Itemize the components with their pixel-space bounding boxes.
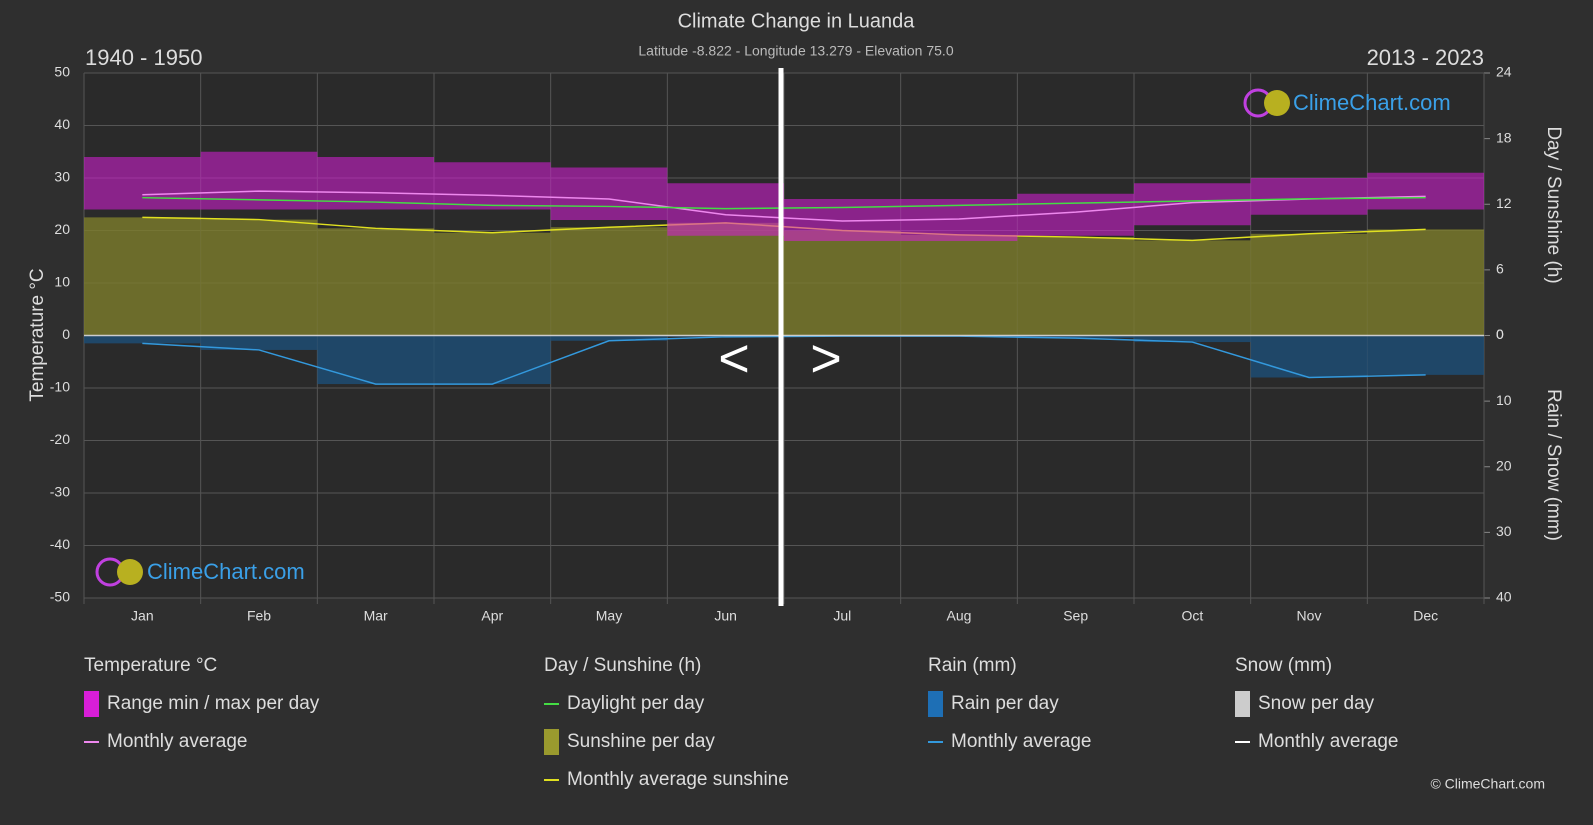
x-tick-label: Apr [481,608,503,624]
y3-tick-label: 30 [1496,523,1512,539]
temp-range [1250,178,1368,215]
period-right: 2013 - 2023 [1367,45,1484,70]
month-bar [200,335,318,350]
month-bar [317,335,434,385]
y-tick-label: 20 [54,221,70,237]
month-bar [434,232,551,336]
y-tick-label: -40 [50,536,70,552]
y3-tick-label: 10 [1496,392,1512,408]
legend-swatch [1235,691,1250,717]
temp-range [550,167,668,220]
y-tick-label: 10 [54,274,70,290]
month-bar [667,222,784,336]
x-tick-label: Jul [833,608,851,624]
temp-range [1367,172,1484,210]
x-tick-label: Nov [1297,608,1322,624]
y2-tick-label: 24 [1496,64,1512,80]
legend-label: Monthly average sunshine [567,769,789,790]
period-left: 1940 - 1950 [85,45,202,70]
x-tick-label: Oct [1181,608,1203,624]
copyright: © ClimeChart.com [1430,776,1545,792]
month-bar [550,335,668,341]
y2-tick-label: 6 [1496,261,1504,277]
y2-tick-label: 12 [1496,195,1512,211]
legend-swatch [928,691,943,717]
logo-bottom [95,557,143,587]
y-tick-label: -20 [50,431,70,447]
legend-label: Daylight per day [567,693,705,714]
y3-tick-label: 40 [1496,589,1512,605]
average-line [142,190,1426,222]
y-axis-label: Temperature °C [27,268,48,401]
legend-swatch [544,729,559,755]
temp-range [1134,183,1251,226]
x-tick-label: Jun [714,608,737,624]
x-tick-label: Sep [1063,608,1088,624]
month-bar [784,230,901,336]
month-bar [1367,229,1484,336]
legend-label: Range min / max per day [107,693,320,714]
legend-group-title: Snow (mm) [1235,655,1332,676]
y-tick-label: -30 [50,484,70,500]
month-bar [1017,335,1134,339]
legend-group-title: Temperature °C [84,655,217,676]
month-bar [1367,335,1484,375]
nav-prev[interactable]: < [718,328,750,388]
nav-next[interactable]: > [810,328,842,388]
month-bar [200,219,318,336]
legend-label: Monthly average [1258,731,1398,752]
y3-tick-label: 0 [1496,326,1504,342]
month-bar [1134,335,1251,343]
x-tick-label: Mar [364,608,388,624]
y2-tick-label: 18 [1496,129,1512,145]
logo-top [1243,88,1290,118]
y-tick-label: 0 [62,326,70,342]
y3-axis-label: Rain / Snow (mm) [1543,389,1564,541]
y2-axis-label: Day / Sunshine (h) [1543,126,1564,283]
legend-label: Sunshine per day [567,731,715,752]
month-bar [550,227,668,336]
y-tick-label: 50 [54,64,70,80]
legend-group-title: Day / Sunshine (h) [544,655,701,676]
x-tick-label: Aug [947,608,972,624]
y-tick-label: -10 [50,379,70,395]
y-tick-label: -50 [50,589,70,605]
average-line [142,196,1426,210]
average-line [142,335,1426,385]
watermark: ClimeChart.com [1293,90,1451,115]
chart-subtitle: Latitude -8.822 - Longitude 13.279 - Ele… [638,43,953,59]
watermark: ClimeChart.com [147,559,305,584]
legend-group-title: Rain (mm) [928,655,1017,676]
month-bar [1250,335,1368,378]
plot: -50-40-30-20-100102030405006121824010203… [50,64,1512,624]
legend-label: Rain per day [951,693,1059,714]
chart-title: Climate Change in Luanda [678,10,916,32]
legend-label: Monthly average [951,731,1091,752]
legend-label: Monthly average [107,731,247,752]
month-bar [900,234,1018,336]
month-bar [84,335,201,344]
temp-range [84,157,201,210]
x-tick-label: May [596,608,622,624]
legend-swatch [84,691,99,717]
legend-label: Snow per day [1258,693,1375,714]
month-bar [1134,240,1251,336]
y2-tick-label: 0 [1496,326,1504,342]
month-bar [1250,233,1368,336]
x-tick-label: Feb [247,608,271,624]
y3-tick-label: 20 [1496,457,1512,473]
month-bar [84,217,201,336]
temp-range [434,162,551,210]
month-bar [1017,237,1134,336]
month-bar [317,228,434,336]
month-bar [434,335,551,385]
x-tick-label: Jan [131,608,154,624]
x-tick-label: Dec [1413,608,1438,624]
y-tick-label: 30 [54,169,70,185]
y-tick-label: 40 [54,116,70,132]
